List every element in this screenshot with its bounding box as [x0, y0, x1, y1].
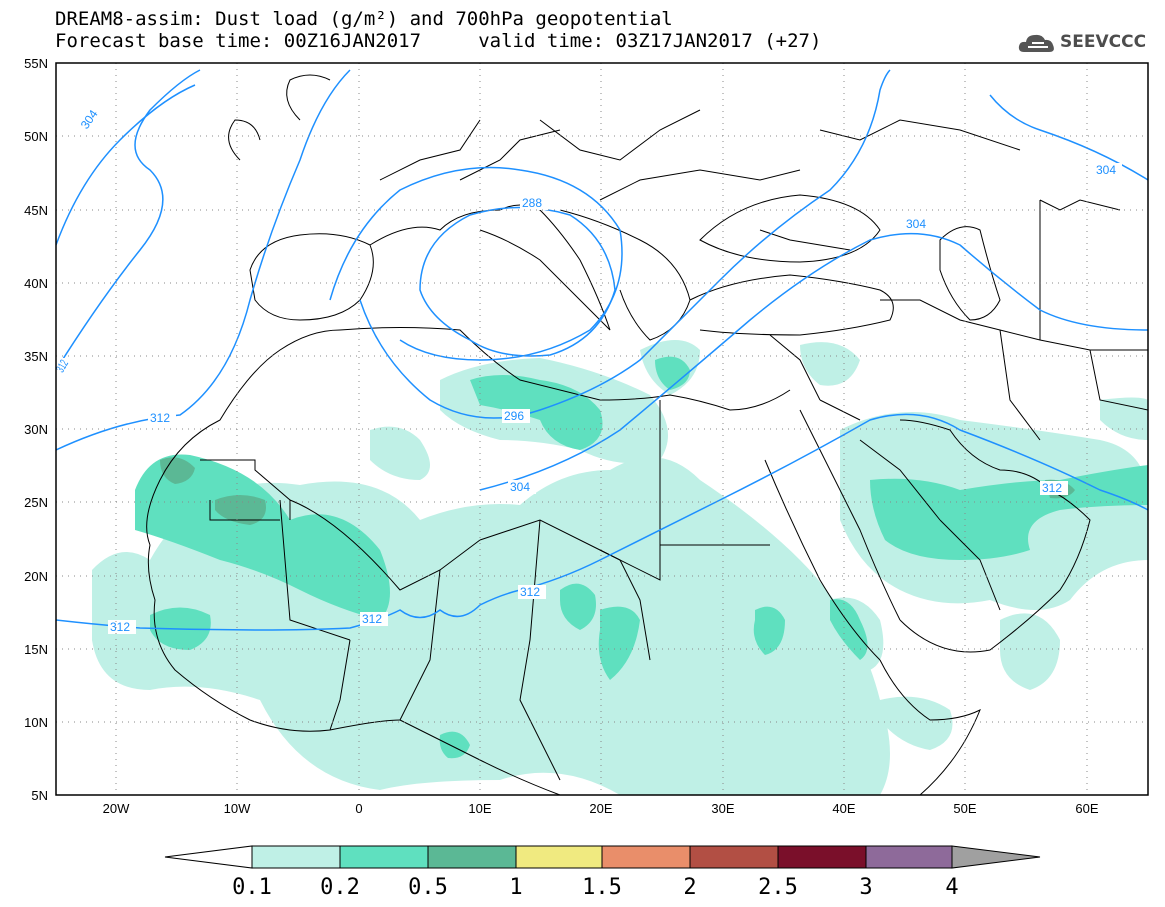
- lat-label: 55N: [24, 56, 48, 71]
- lat-label: 30N: [24, 422, 48, 437]
- lon-label: 10W: [224, 801, 251, 816]
- colorbar: [164, 845, 1041, 869]
- colorbar-swatch: [689, 845, 779, 869]
- colorbar-label: 2.5: [758, 875, 798, 900]
- lon-label: 40E: [832, 801, 855, 816]
- colorbar-label: 2: [683, 875, 696, 900]
- colorbar-low-arrow: [164, 845, 253, 869]
- lon-label: 10E: [468, 801, 491, 816]
- lat-label: 45N: [24, 203, 48, 218]
- lat-label: 15N: [24, 642, 48, 657]
- longitude-labels: 20W 10W 0 10E 20E 30E 40E 50E 60E: [103, 801, 1099, 816]
- colorbar-swatch: [251, 845, 341, 869]
- colorbar-high-arrow: [951, 845, 1041, 869]
- contour-label: 304: [906, 217, 926, 231]
- graticule: [56, 63, 1148, 795]
- coastlines-borders: [146, 74, 1148, 795]
- contour-label: 312: [362, 612, 382, 626]
- colorbar-swatch: [427, 845, 517, 869]
- colorbar-swatch: [601, 845, 691, 869]
- colorbar-label: 3: [859, 875, 872, 900]
- contour-label: 312: [110, 620, 130, 634]
- geopotential-contours: [56, 69, 1148, 631]
- cloud-logo-icon: [1018, 34, 1054, 52]
- map-frame: [55, 62, 1149, 796]
- lon-label: 50E: [953, 801, 976, 816]
- contour-label: 304: [78, 107, 101, 132]
- lon-label: 20E: [589, 801, 612, 816]
- lat-label: 25N: [24, 495, 48, 510]
- contour-label: 312: [150, 411, 170, 425]
- contour-label: 288: [522, 196, 542, 210]
- colorbar-swatch: [515, 845, 603, 869]
- lon-label: 20W: [103, 801, 130, 816]
- contour-label: 296: [504, 409, 524, 423]
- lat-label: 10N: [24, 715, 48, 730]
- logo-text: SEEVCCC: [1060, 32, 1147, 52]
- contour-label: 312: [1042, 481, 1062, 495]
- colorbar-label: 1: [509, 875, 522, 900]
- colorbar-label: 0.5: [408, 875, 448, 900]
- chart-title: DREAM8-assim: Dust load (g/m²) and 700hP…: [55, 8, 673, 30]
- map-area: 304 312 312 296 288 304 312 312 312 304 …: [56, 63, 1148, 795]
- lat-label: 20N: [24, 569, 48, 584]
- colorbar-labels: 0.1 0.2 0.5 1 1.5 2 2.5 3 4: [232, 875, 959, 900]
- contour-label: 304: [1096, 163, 1116, 177]
- lat-label: 40N: [24, 276, 48, 291]
- lat-label: 50N: [24, 129, 48, 144]
- contour-labels: 304 312 312 296 288 304 312 312 312 304 …: [56, 107, 1122, 634]
- contour-label: 304: [510, 480, 530, 494]
- colorbar-label: 4: [945, 875, 958, 900]
- colorbar-swatch: [339, 845, 429, 869]
- lon-label: 60E: [1075, 801, 1098, 816]
- colorbar-label: 1.5: [582, 875, 622, 900]
- dust-medium-areas: [135, 356, 1148, 759]
- lon-label: 0: [355, 801, 362, 816]
- contour-label: 312: [520, 585, 540, 599]
- latitude-labels: 55N 50N 45N 40N 35N 30N 25N 20N 15N 10N …: [24, 56, 48, 803]
- chart-subtitle: Forecast base time: 00Z16JAN2017 valid t…: [55, 30, 822, 52]
- lat-label: 35N: [24, 349, 48, 364]
- colorbar-swatch: [865, 845, 953, 869]
- colorbar-swatch: [777, 845, 867, 869]
- colorbar-label: 0.1: [232, 875, 272, 900]
- lon-label: 30E: [711, 801, 734, 816]
- colorbar-label: 0.2: [320, 875, 360, 900]
- lat-label: 5N: [31, 788, 48, 803]
